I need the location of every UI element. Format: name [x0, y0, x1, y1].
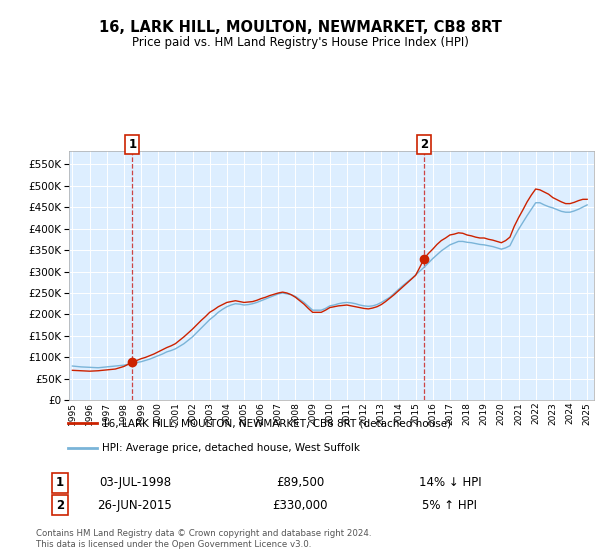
Text: 14% ↓ HPI: 14% ↓ HPI	[419, 476, 481, 489]
Text: 03-JUL-1998: 03-JUL-1998	[99, 476, 171, 489]
Text: 26-JUN-2015: 26-JUN-2015	[98, 498, 172, 512]
Text: 1: 1	[56, 476, 64, 489]
Text: 16, LARK HILL, MOULTON, NEWMARKET, CB8 8RT: 16, LARK HILL, MOULTON, NEWMARKET, CB8 8…	[98, 20, 502, 35]
Text: 16, LARK HILL, MOULTON, NEWMARKET, CB8 8RT (detached house): 16, LARK HILL, MOULTON, NEWMARKET, CB8 8…	[102, 418, 451, 428]
Text: 5% ↑ HPI: 5% ↑ HPI	[422, 498, 478, 512]
Text: HPI: Average price, detached house, West Suffolk: HPI: Average price, detached house, West…	[102, 442, 360, 452]
Text: 2: 2	[420, 138, 428, 151]
Text: 2: 2	[56, 498, 64, 512]
Text: £330,000: £330,000	[272, 498, 328, 512]
Text: Price paid vs. HM Land Registry's House Price Index (HPI): Price paid vs. HM Land Registry's House …	[131, 36, 469, 49]
Text: 1: 1	[128, 138, 137, 151]
Text: £89,500: £89,500	[276, 476, 324, 489]
Text: Contains HM Land Registry data © Crown copyright and database right 2024.
This d: Contains HM Land Registry data © Crown c…	[36, 529, 371, 549]
